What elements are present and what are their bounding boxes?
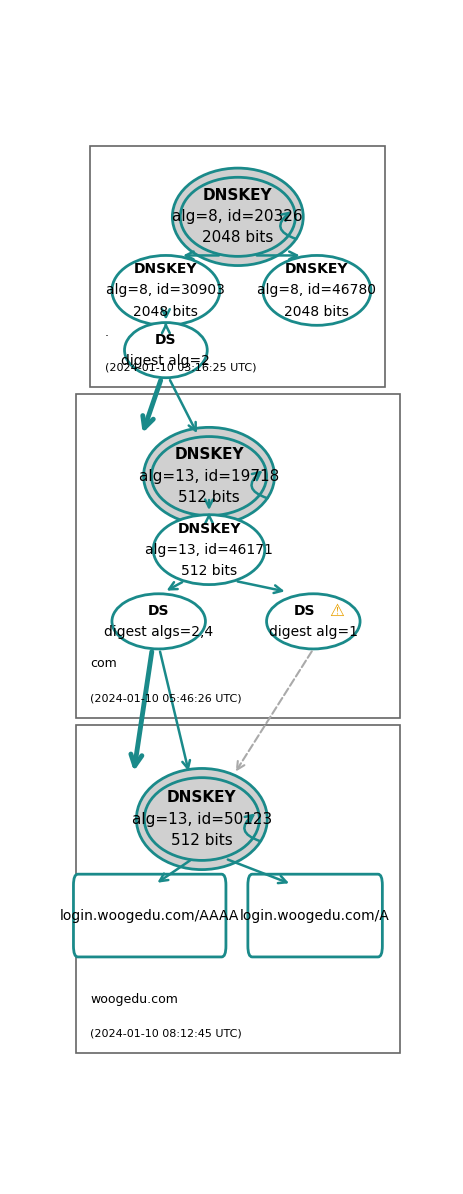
Ellipse shape <box>112 593 205 650</box>
Text: 2048 bits: 2048 bits <box>202 230 273 246</box>
Text: DNSKEY: DNSKEY <box>285 263 348 276</box>
Text: login.woogedu.com/A: login.woogedu.com/A <box>240 909 389 923</box>
Text: (2024-01-10 08:12:45 UTC): (2024-01-10 08:12:45 UTC) <box>90 1029 242 1039</box>
Ellipse shape <box>136 769 267 869</box>
Text: 2048 bits: 2048 bits <box>133 304 198 319</box>
Text: com: com <box>90 657 117 670</box>
Ellipse shape <box>144 777 259 861</box>
Text: DS: DS <box>155 333 176 346</box>
Text: DNSKEY: DNSKEY <box>202 189 272 203</box>
Text: 2048 bits: 2048 bits <box>284 304 349 319</box>
Text: DNSKEY: DNSKEY <box>177 522 240 535</box>
Text: (2024-01-10 03:16:25 UTC): (2024-01-10 03:16:25 UTC) <box>105 362 256 373</box>
Ellipse shape <box>172 168 303 265</box>
Text: login.woogedu.com/AAAA: login.woogedu.com/AAAA <box>60 909 239 923</box>
FancyBboxPatch shape <box>76 725 399 1053</box>
Text: alg=13, id=50123: alg=13, id=50123 <box>131 812 271 826</box>
FancyBboxPatch shape <box>76 394 399 718</box>
Text: 512 bits: 512 bits <box>170 832 232 848</box>
Text: digest alg=1: digest alg=1 <box>268 624 357 639</box>
Text: 512 bits: 512 bits <box>178 490 239 505</box>
Text: DNSKEY: DNSKEY <box>167 790 236 806</box>
Ellipse shape <box>153 515 264 585</box>
Text: DNSKEY: DNSKEY <box>134 263 197 276</box>
Ellipse shape <box>124 322 207 377</box>
Text: alg=8, id=46780: alg=8, id=46780 <box>257 283 375 297</box>
Text: alg=13, id=46171: alg=13, id=46171 <box>145 542 272 556</box>
Ellipse shape <box>180 177 295 257</box>
Text: alg=13, id=19718: alg=13, id=19718 <box>138 468 279 484</box>
Text: DS: DS <box>293 604 314 617</box>
Text: alg=8, id=20326: alg=8, id=20326 <box>172 209 302 224</box>
FancyBboxPatch shape <box>90 146 384 387</box>
FancyBboxPatch shape <box>73 874 225 956</box>
Text: DNSKEY: DNSKEY <box>174 448 244 462</box>
Text: (2024-01-10 05:46:26 UTC): (2024-01-10 05:46:26 UTC) <box>90 694 242 703</box>
Ellipse shape <box>151 437 266 516</box>
FancyBboxPatch shape <box>247 874 382 956</box>
Text: 512 bits: 512 bits <box>181 564 237 578</box>
Ellipse shape <box>143 427 274 525</box>
Text: digest algs=2,4: digest algs=2,4 <box>104 624 213 639</box>
Text: woogedu.com: woogedu.com <box>90 992 178 1005</box>
Ellipse shape <box>263 256 370 325</box>
Text: digest alg=2: digest alg=2 <box>121 353 210 368</box>
Ellipse shape <box>112 256 219 325</box>
Text: .: . <box>105 326 108 339</box>
Text: DS: DS <box>148 604 169 617</box>
Ellipse shape <box>266 593 359 650</box>
Text: alg=8, id=30903: alg=8, id=30903 <box>106 283 225 297</box>
Text: ⚠: ⚠ <box>329 602 344 620</box>
